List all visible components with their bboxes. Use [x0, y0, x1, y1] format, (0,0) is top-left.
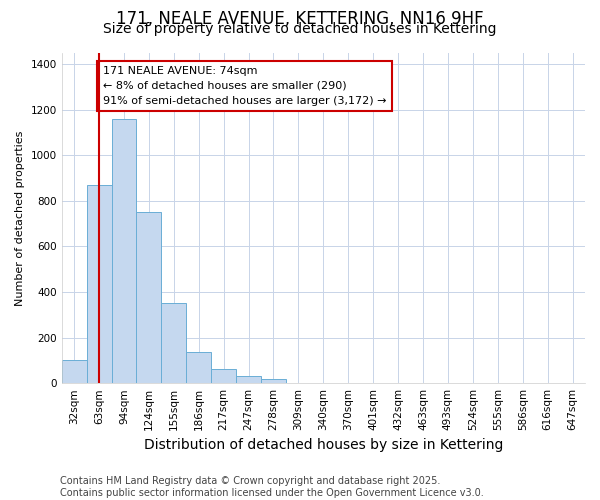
Text: 171 NEALE AVENUE: 74sqm
← 8% of detached houses are smaller (290)
91% of semi-de: 171 NEALE AVENUE: 74sqm ← 8% of detached…: [103, 66, 386, 106]
Bar: [211, 370, 236, 383]
Bar: [161, 304, 186, 383]
Bar: [261, 379, 286, 383]
Y-axis label: Number of detached properties: Number of detached properties: [15, 130, 25, 306]
Text: 171, NEALE AVENUE, KETTERING, NN16 9HF: 171, NEALE AVENUE, KETTERING, NN16 9HF: [116, 10, 484, 28]
X-axis label: Distribution of detached houses by size in Kettering: Distribution of detached houses by size …: [143, 438, 503, 452]
Bar: [86, 185, 112, 383]
Bar: [136, 212, 161, 383]
Text: Contains HM Land Registry data © Crown copyright and database right 2025.
Contai: Contains HM Land Registry data © Crown c…: [60, 476, 484, 498]
Text: Size of property relative to detached houses in Kettering: Size of property relative to detached ho…: [103, 22, 497, 36]
Bar: [62, 360, 86, 383]
Bar: [236, 376, 261, 383]
Bar: [186, 352, 211, 383]
Bar: [112, 118, 136, 383]
